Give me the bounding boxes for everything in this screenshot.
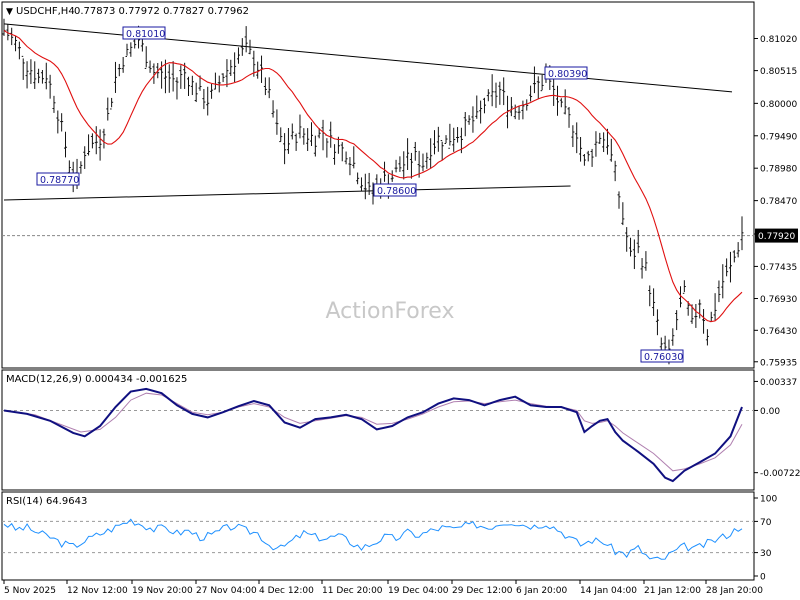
axes: 0.81020 0.80515 0.80000 0.79490 0.78980 0.784… (3, 35, 800, 596)
price-label-box (544, 66, 588, 80)
xtick-label: 5 Nov 2025 (4, 586, 56, 596)
price-label-box (640, 349, 684, 363)
price-ytick-label: 0.79490 (760, 132, 797, 142)
xtick-label: 19 Nov 20:00 (132, 586, 193, 596)
header-symbol: USDCHF,H4 (16, 6, 75, 17)
watermark-group: ActionForex (326, 299, 455, 324)
xtick-label: 27 Nov 04:00 (196, 586, 257, 596)
macd-main-line (3, 387, 743, 483)
moving-average (3, 29, 743, 323)
ma-line (3, 29, 743, 323)
rsi-title: RSI(14) 64.9643 (6, 496, 87, 507)
price-ytick-label: 0.76430 (760, 327, 797, 337)
price-ytick-label: 0.76930 (760, 295, 797, 305)
macd-ytick-label: -0.00722 (760, 469, 800, 479)
current-price-label: 0.77920 (758, 232, 795, 242)
price-label-box (373, 183, 417, 197)
price-ytick-label: 0.81020 (760, 35, 797, 45)
price-ytick-label: 0.78470 (760, 197, 797, 207)
price-labels: 0.81010 0.78770 0.78600 0.80390 0.76030 (36, 26, 684, 363)
rsi-line (3, 518, 743, 560)
xtick-label: 6 Jan 20:00 (516, 586, 568, 596)
trendline-lower (3, 185, 571, 201)
header-ohlc: 0.77873 0.77972 0.77827 0.77962 (74, 6, 249, 17)
xtick-label: 11 Dec 20:00 (322, 586, 383, 596)
price-ytick-label: 0.78980 (760, 165, 797, 175)
rsi-ytick-label: 70 (760, 518, 772, 528)
xtick-label: 14 Jan 04:00 (580, 586, 637, 596)
xtick-label: 21 Jan 12:00 (644, 586, 701, 596)
xtick-label: 28 Jan 20:00 (706, 586, 763, 596)
watermark: ActionForex (326, 299, 455, 324)
price-ytick-label: 0.75935 (760, 358, 797, 368)
current-price-box (755, 228, 798, 243)
price-ytick-label: 0.80515 (760, 67, 797, 77)
rsi-lines (2, 518, 754, 560)
price-label: 0.78770 (40, 175, 79, 186)
macd-lines (2, 387, 754, 483)
xtick-label: 19 Dec 04:00 (388, 586, 449, 596)
price-label: 0.80390 (548, 69, 587, 80)
price-label: 0.78600 (377, 186, 416, 197)
price-label: 0.76030 (644, 352, 683, 363)
price-ytick-label: 0.80000 (760, 100, 797, 110)
xtick-label: 4 Dec 12:00 (259, 586, 314, 596)
macd-title: MACD(12,26,9) 0.000434 -0.001625 (6, 374, 187, 385)
price-label-box (122, 26, 166, 40)
price-ytick-label: 0.77435 (760, 263, 797, 273)
macd-ytick-label: 0.00337 (760, 378, 797, 388)
rsi-ytick-label: 100 (760, 495, 777, 505)
rsi-ytick-label: 0 (760, 573, 766, 583)
price-label: 0.81010 (126, 29, 165, 40)
rsi-ytick-label: 30 (760, 549, 772, 559)
header-arrow-icon[interactable]: ▼ (6, 7, 13, 17)
xtick-label: 29 Dec 12:00 (452, 586, 513, 596)
xtick-label: 12 Nov 12:00 (67, 586, 128, 596)
price-bars (2, 18, 744, 365)
price-label-box (36, 172, 80, 186)
rsi-panel-frame (1, 491, 755, 581)
macd-ytick-label: 0.00 (760, 407, 780, 417)
